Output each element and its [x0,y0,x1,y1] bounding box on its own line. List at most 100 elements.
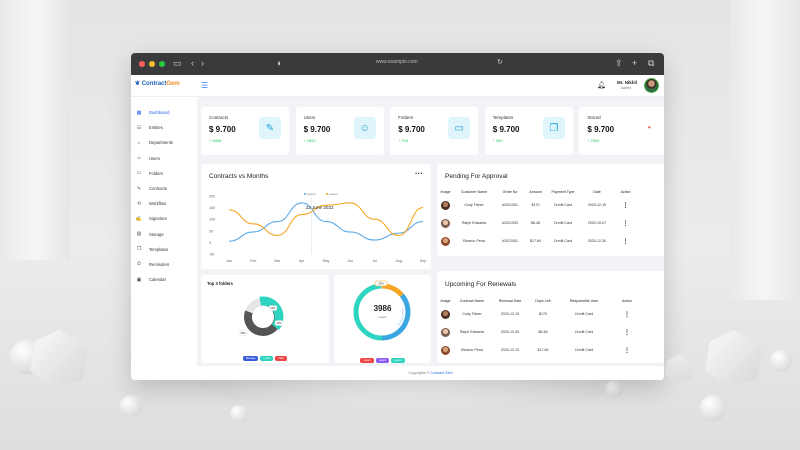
sidebar-toggle-icon[interactable]: ▭ [173,58,182,68]
cell-days: $17.84 [537,348,549,352]
cell-name: Cody Fisher [462,312,482,316]
donut-tag: 25% [378,281,384,285]
top-bar: ❦ ContractGem ☰ 🔔︎ Mr. Nikhil Admin [131,75,664,97]
row-actions-icon[interactable]: ⋮ [624,311,630,318]
sidebar-item-dashboard[interactable]: ▦ Dashboard [131,105,197,120]
legend-item[interactable]: Lorem [360,358,374,363]
sidebar-item-contracts[interactable]: ✎ Contracts [131,181,197,196]
line-chart: 200 150 100 50 0 -50 Jan Feb Mar Apr May Jun Jul Aug S… [209,192,426,263]
column-header[interactable]: Date [593,190,601,194]
back-icon[interactable]: ‹ [191,58,194,68]
row-actions-icon[interactable]: ⋮ [622,238,629,245]
avatar [441,218,450,228]
cell-payment: Credit Card [553,203,573,207]
user-name[interactable]: Mr. Nikhil [617,80,638,85]
tabs-overview-icon[interactable]: ⧉ [648,58,655,68]
column-header[interactable]: Responsible User [569,299,599,303]
row-actions-icon[interactable]: ⋮ [622,220,629,227]
legend-item[interactable]: Lorem [391,358,405,363]
stat-title: Contracts [209,115,229,120]
footer-brand[interactable]: Contract Gem [430,371,453,375]
cell-payment: Credit Card [553,239,573,243]
cell-amount: $6.48 [531,221,540,225]
forward-icon[interactable]: › [201,58,204,68]
avatar-cell [437,236,454,246]
legend-swatch [326,193,328,195]
main-content: Contracts $ 9.700 ↑ 1688 ✎ Users $ 9.700 ↑ 160… [197,97,664,380]
background-sphere [605,380,623,398]
more-options-icon[interactable]: ··· [415,169,423,178]
sidebar-item-workflow[interactable]: ⟲ Workflow [131,196,197,211]
url-bar[interactable]: www.example.com [376,59,418,65]
column-header[interactable]: Renewal Date [498,299,522,303]
legend-label: Lorem [307,192,316,196]
column-header[interactable]: Order No [502,190,518,194]
notification-bell-icon[interactable]: 🔔︎ [597,82,606,89]
sidebar-item-templates[interactable]: ❐ Templates [131,242,197,257]
table-row[interactable]: Eleanor Pena 2020-12-19 $17.84 Credit Card ⋮ [437,341,664,359]
column-header[interactable]: Action [622,299,632,303]
sidebar-item-reminders[interactable]: ⏲ Reminders [131,257,197,272]
row-actions-icon[interactable]: ⋮ [624,347,630,354]
sidebar-item-folders[interactable]: ▭ Folders [131,166,197,181]
new-tab-icon[interactable]: + [632,58,638,68]
column-header[interactable]: Contract Name [459,299,485,303]
background-sphere [700,395,726,421]
user-avatar[interactable] [644,78,659,93]
row-actions-icon[interactable]: ⋮ [622,202,629,209]
stat-card-contracts[interactable]: Contracts $ 9.700 ↑ 1688 ✎ [201,107,289,155]
table-row[interactable]: Cody Fisher 2020-12-19 $170 Credit Card ⋮ [437,305,664,323]
cell-days: $6.48 [538,330,548,334]
column-header[interactable]: Image [440,190,451,194]
renewals-title: Upcoming For Renewals [445,281,517,288]
upcoming-renewals-card: Upcoming For Renewals Image Contract Name… [437,271,664,363]
renewals-table: Image Contract Name Renewal Date Days Left R… [437,297,664,359]
browser-toolbar: ▭ ‹ › ◐ www.example.com ↻ ⇪ + ⧉ [131,53,664,75]
background-pillar [730,0,800,300]
shield-icon[interactable]: ◐ [277,58,283,68]
sidebar-item-calendar[interactable]: ▣ Calendar [131,272,197,287]
share-icon[interactable]: ⇪ [615,58,623,68]
row-actions-icon[interactable]: ⋮ [624,329,630,336]
legend-files[interactable]: Files [275,356,287,361]
table-row[interactable]: Ralph Edwards 2020-12-05 $6.48 Credit Card ⋮ [437,323,664,341]
sidebar-item-departments[interactable]: ⌂ Departments [131,135,197,150]
maximize-window-button[interactable] [159,61,165,67]
x-tick-label: Jan [226,259,232,263]
legend-manage[interactable]: Manage [243,356,259,361]
sidebar-item-users[interactable]: ☺ Users [131,151,197,166]
stat-card-stored[interactable]: Stored $ 9.700 ↑ 2000 ◔ [579,107,664,155]
minimize-window-button[interactable] [149,61,155,67]
stat-card-users[interactable]: Users $ 9.700 ↑ 1600 ☺ [295,107,384,155]
table-row[interactable]: Cody Fisher #2021051 $170 Credit Card 2020-1… [437,196,664,214]
contracts-donut-chart: 25% [353,280,411,341]
stat-card-folders[interactable]: Folders $ 9.700 ↑ 700 ▭ [390,107,479,155]
sidebar-item-signature[interactable]: ✍ Signature [131,211,197,226]
sidebar-item-label: Entities [149,125,163,131]
column-header[interactable]: Action [620,190,631,194]
y-tick-label: 50 [209,229,213,233]
stat-card-templates[interactable]: Templates $ 9.700 ↑ 300 ❐ [484,107,573,155]
column-header[interactable]: Days Left [535,299,551,303]
legend-item[interactable]: Lorem [375,358,390,363]
user-add-icon: ☺ [353,117,376,139]
column-header[interactable]: Amount [529,190,542,194]
brand-logo[interactable]: ❦ ContractGem [135,80,180,87]
column-header[interactable]: Image [440,299,451,303]
x-tick-label: Jun [347,259,353,263]
sidebar-item-entities[interactable]: ☷ Entities [131,120,197,135]
y-tick-label: 150 [209,206,215,210]
x-tick-label: Mar [274,259,281,263]
column-header[interactable]: Payment Type [551,190,575,194]
brand-name-part2: Gem [166,81,180,87]
close-window-button[interactable] [139,61,145,67]
reload-icon[interactable]: ↻ [497,59,503,66]
table-row[interactable]: Ralph Edwards #2021053 $6.48 Credit Card 202… [437,214,664,232]
sidebar-item-storage[interactable]: ▤ Storage [131,227,197,242]
menu-toggle-icon[interactable]: ☰ [201,81,209,90]
table-row[interactable]: Eleanor Pena #2021051 $17.84 Credit Card 202… [437,232,664,250]
legend-loans[interactable]: Loans [260,356,274,361]
background-polyhedron [30,330,88,388]
column-header[interactable]: Customer Name [460,190,488,194]
departments-icon: ⌂ [137,139,141,146]
